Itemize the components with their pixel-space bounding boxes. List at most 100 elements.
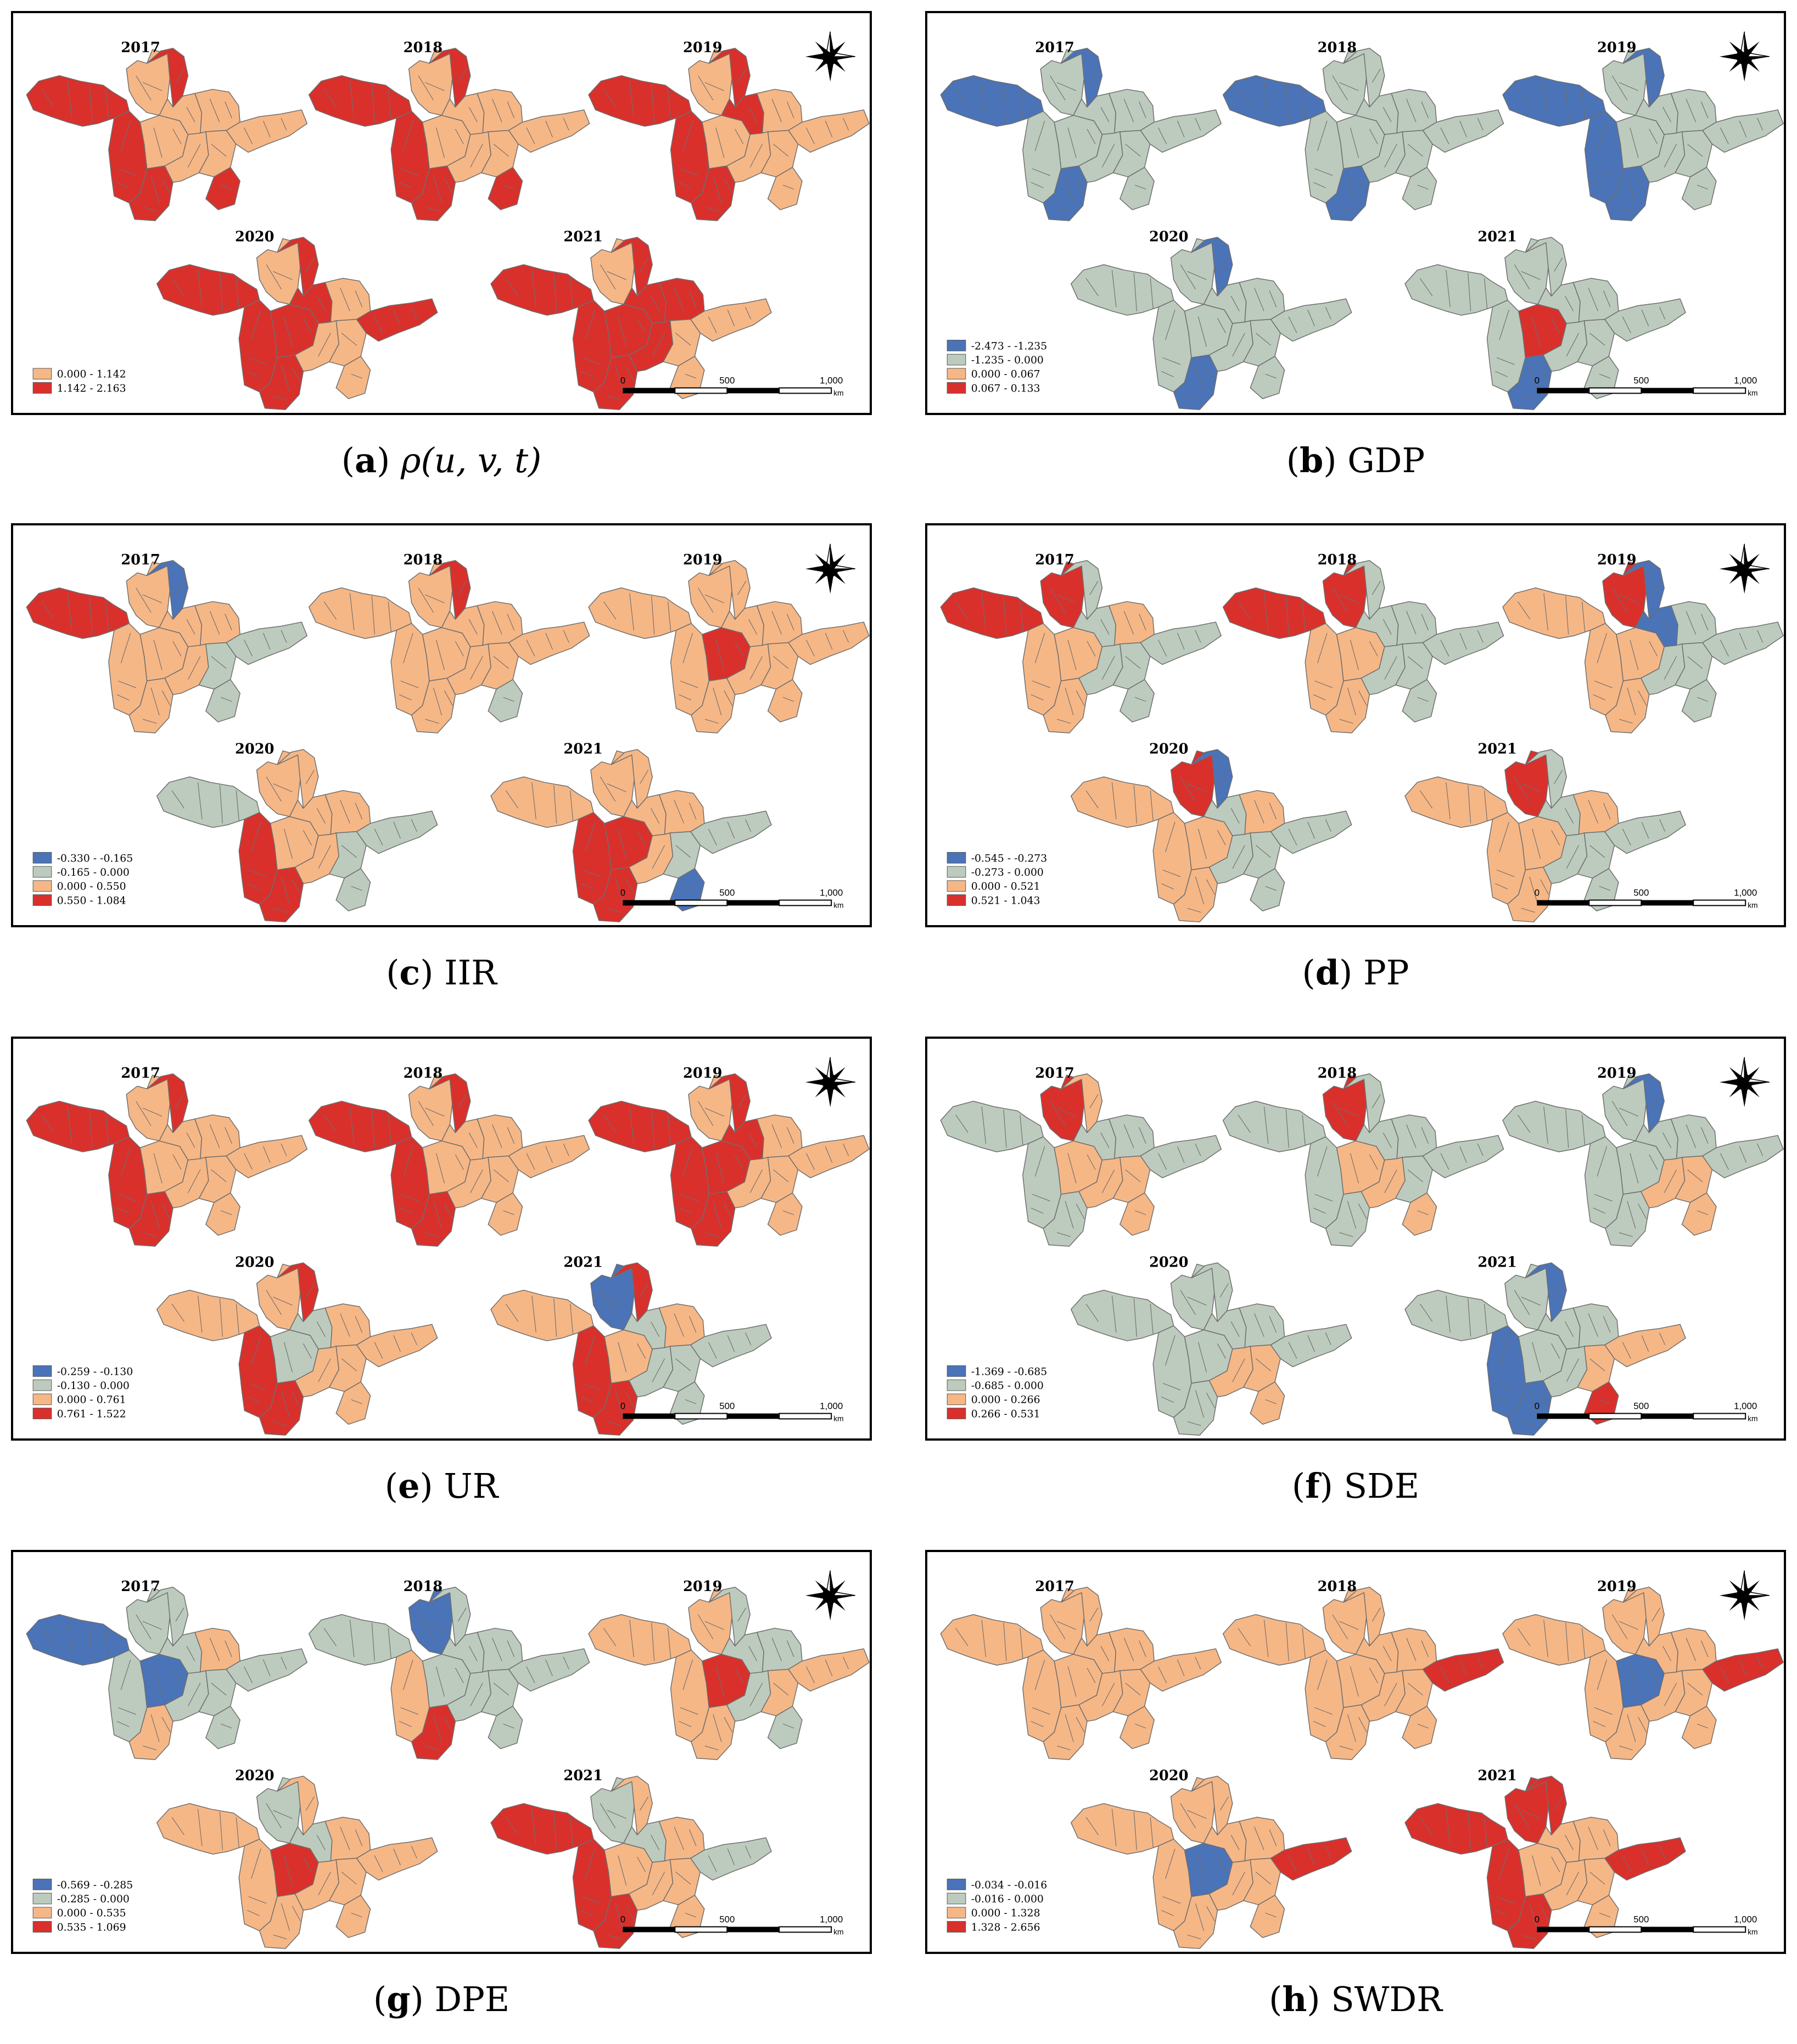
county-boundary [1350, 640, 1359, 670]
caption-letter: d [1315, 953, 1340, 993]
county-boundary [374, 1342, 383, 1359]
legend-swatch [947, 354, 966, 366]
county-boundary [651, 808, 660, 824]
county-boundary [1085, 1817, 1099, 1835]
year-label: 2017 [121, 1065, 160, 1082]
county-boundary [1382, 1132, 1392, 1148]
county-boundary [1697, 184, 1709, 190]
county-boundary [349, 1620, 355, 1657]
caption-label: ρ(u, v, t) [401, 440, 542, 480]
map-region [767, 1192, 803, 1236]
scale-bar-label: 1,000 [1734, 1401, 1757, 1412]
county-boundary [455, 1667, 464, 1683]
county-boundary [1100, 619, 1110, 635]
county-boundary [1619, 82, 1639, 91]
legend-swatch [32, 880, 52, 892]
county-boundary [1599, 373, 1611, 379]
county-boundary [351, 373, 362, 379]
legend-swatch [947, 1379, 966, 1391]
map-region [1322, 1588, 1368, 1655]
map-region [1119, 167, 1155, 210]
county-boundary [680, 168, 698, 176]
county-boundary [444, 178, 453, 194]
county-boundary [507, 1127, 515, 1144]
county-boundary [1135, 1210, 1146, 1216]
county-boundary [118, 680, 136, 688]
county-boundary [136, 1101, 152, 1126]
map-region [1270, 810, 1352, 854]
county-boundary [171, 1303, 185, 1322]
panel-caption-d: (d) PP [1302, 953, 1409, 993]
county-boundary [116, 1207, 130, 1214]
county-boundary [640, 257, 649, 272]
county-boundary [318, 1872, 331, 1896]
county-boundary [1020, 1628, 1023, 1659]
map-2019 [1502, 1587, 1784, 1760]
panel-caption-h: (h) SWDR [1269, 1979, 1442, 2019]
county-boundary [1089, 580, 1099, 595]
map-region [611, 749, 653, 809]
county-boundary [457, 1607, 467, 1622]
county-boundary [143, 719, 157, 724]
county-boundary [1554, 257, 1563, 272]
county-boundary [685, 1912, 697, 1918]
county-boundary [682, 120, 693, 152]
county-boundary [674, 288, 684, 311]
scale-bar-label: 0 [1535, 1914, 1540, 1925]
map-region [226, 109, 308, 153]
county-boundary [186, 107, 195, 122]
county-boundary [1649, 1667, 1658, 1683]
county-boundary [105, 1115, 109, 1145]
county-boundary [1162, 1896, 1181, 1904]
year-label: 2019 [683, 1065, 723, 1082]
county-boundary [118, 1194, 136, 1202]
county-boundary [1499, 1335, 1509, 1366]
county-boundary [1135, 1723, 1146, 1729]
county-boundary [118, 1707, 136, 1715]
county-boundary [674, 800, 684, 824]
county-boundary [1686, 98, 1697, 122]
county-boundary [153, 1666, 163, 1697]
county-boundary [153, 640, 163, 670]
county-boundary [1687, 656, 1703, 669]
map-region [1422, 621, 1504, 665]
county-boundary [526, 640, 535, 657]
county-boundary [1529, 364, 1538, 392]
map-region [767, 679, 803, 723]
county-boundary [749, 1169, 763, 1194]
county-boundary [685, 1399, 697, 1404]
county-boundary [455, 1154, 464, 1170]
north-arrow-icon [1719, 31, 1770, 82]
panel-canvas: 2017 2018 2019 2020 2021 -0.034 - -0.016 -0.01… [940, 1570, 1784, 1949]
map-region [1322, 561, 1368, 628]
county-boundary [400, 1194, 419, 1202]
county-boundary [1603, 803, 1611, 820]
county-boundary [1757, 117, 1764, 131]
county-boundary [1162, 869, 1181, 877]
county-boundary [1518, 89, 1531, 108]
county-boundary [349, 593, 355, 631]
county-boundary [470, 144, 483, 168]
county-boundary [570, 1817, 574, 1847]
county-boundary [323, 1115, 337, 1133]
county-boundary [323, 601, 337, 620]
county-boundary [1165, 310, 1175, 340]
county-boundary [1593, 1721, 1606, 1727]
map-region [1604, 1837, 1686, 1881]
map-region [356, 298, 438, 342]
county-boundary [618, 316, 627, 347]
map-region [1622, 1073, 1665, 1133]
county-boundary [236, 278, 239, 309]
county-boundary [305, 1283, 315, 1297]
county-boundary [1195, 630, 1201, 643]
county-boundary [1238, 1628, 1251, 1647]
county-boundary [247, 1909, 260, 1916]
county-boundary [1611, 587, 1628, 613]
county-boundary [374, 828, 383, 845]
county-boundary [1034, 1659, 1045, 1690]
county-boundary [1382, 1645, 1392, 1661]
county-boundary [371, 1109, 375, 1148]
county-boundary [1622, 1342, 1631, 1359]
county-boundary [745, 1332, 752, 1345]
county-boundary [161, 1203, 171, 1219]
